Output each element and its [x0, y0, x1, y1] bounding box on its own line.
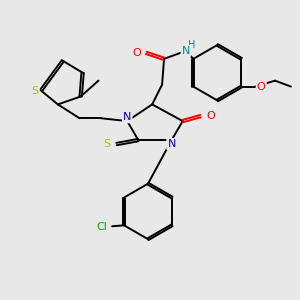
- Text: O: O: [206, 111, 215, 121]
- Text: N: N: [123, 112, 131, 122]
- Text: Cl: Cl: [97, 222, 108, 232]
- Text: O: O: [257, 82, 266, 92]
- Text: O: O: [132, 48, 141, 58]
- Text: N: N: [182, 46, 190, 56]
- Text: S: S: [103, 139, 110, 149]
- Text: H: H: [188, 40, 196, 50]
- Text: S: S: [32, 85, 39, 96]
- Text: N: N: [167, 139, 176, 149]
